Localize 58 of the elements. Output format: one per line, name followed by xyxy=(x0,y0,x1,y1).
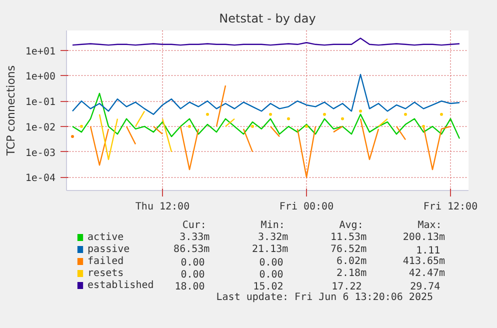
point xyxy=(71,135,74,138)
point xyxy=(269,112,272,116)
point xyxy=(305,124,308,128)
text: 2.18m xyxy=(336,268,367,279)
text: 3.33m xyxy=(180,232,210,243)
text: 413.65m xyxy=(402,256,446,267)
text: 21.13m xyxy=(252,244,288,255)
text: 0.00 xyxy=(259,270,284,280)
legend-label: passive xyxy=(88,244,130,255)
legend-label: active xyxy=(88,232,124,243)
text: Last update: Fri Jun 6 13:20:06 2025 xyxy=(216,292,434,303)
text: 15.02 xyxy=(253,282,284,292)
text: 0.00 xyxy=(259,258,284,268)
text: Max: xyxy=(418,220,442,231)
text: 86.53m xyxy=(174,244,210,255)
point xyxy=(251,124,254,128)
point xyxy=(404,112,407,116)
text: 17.22 xyxy=(332,282,362,292)
y-tick-label: 1e-04 xyxy=(25,173,56,184)
line-series xyxy=(72,38,460,46)
y-tick-label: 1e+01 xyxy=(25,46,56,58)
text: 3.32m xyxy=(258,232,288,243)
text: 76.52m xyxy=(330,244,367,255)
line-series xyxy=(72,74,460,115)
text: 42.47m xyxy=(408,268,446,279)
y-tick-label: 1e-01 xyxy=(25,97,56,108)
x-tick-label: Fri 00:00 xyxy=(279,202,334,212)
point xyxy=(440,112,443,116)
y-tick-label: 1e-02 xyxy=(25,122,56,134)
text: 200.13m xyxy=(402,232,446,243)
point xyxy=(287,117,290,120)
text: Min: xyxy=(260,220,285,231)
point xyxy=(80,124,83,128)
text: 29.74 xyxy=(410,282,440,292)
chart-title: Netstat - by day xyxy=(219,12,316,26)
y-tick-label: 1e+00 xyxy=(25,72,56,83)
point xyxy=(188,124,191,128)
legend-label: failed xyxy=(88,256,124,267)
point xyxy=(323,112,326,116)
x-tick-label: Fri 12:00 xyxy=(423,202,478,212)
legend-label: resets xyxy=(88,268,124,279)
text: 11.53m xyxy=(330,232,367,243)
text: 6.02m xyxy=(336,256,367,267)
text: 18.00 xyxy=(174,282,205,292)
point xyxy=(341,117,344,120)
text: 0.00 xyxy=(180,270,205,280)
text: 0.00 xyxy=(180,258,205,268)
y-tick-label: 1e-03 xyxy=(25,148,56,159)
text: 1.11 xyxy=(416,246,440,256)
x-tick-label: Thu 12:00 xyxy=(135,202,190,212)
y-axis-title: TCP connections xyxy=(4,65,18,157)
text: Cur: xyxy=(182,220,206,231)
line-series xyxy=(72,92,460,140)
point xyxy=(422,124,425,128)
legend-label: established xyxy=(88,280,154,291)
point xyxy=(359,110,362,113)
text: Avg: xyxy=(339,220,364,231)
point xyxy=(206,112,209,116)
